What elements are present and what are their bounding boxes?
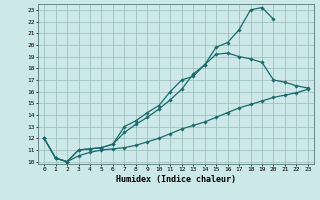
X-axis label: Humidex (Indice chaleur): Humidex (Indice chaleur) xyxy=(116,175,236,184)
